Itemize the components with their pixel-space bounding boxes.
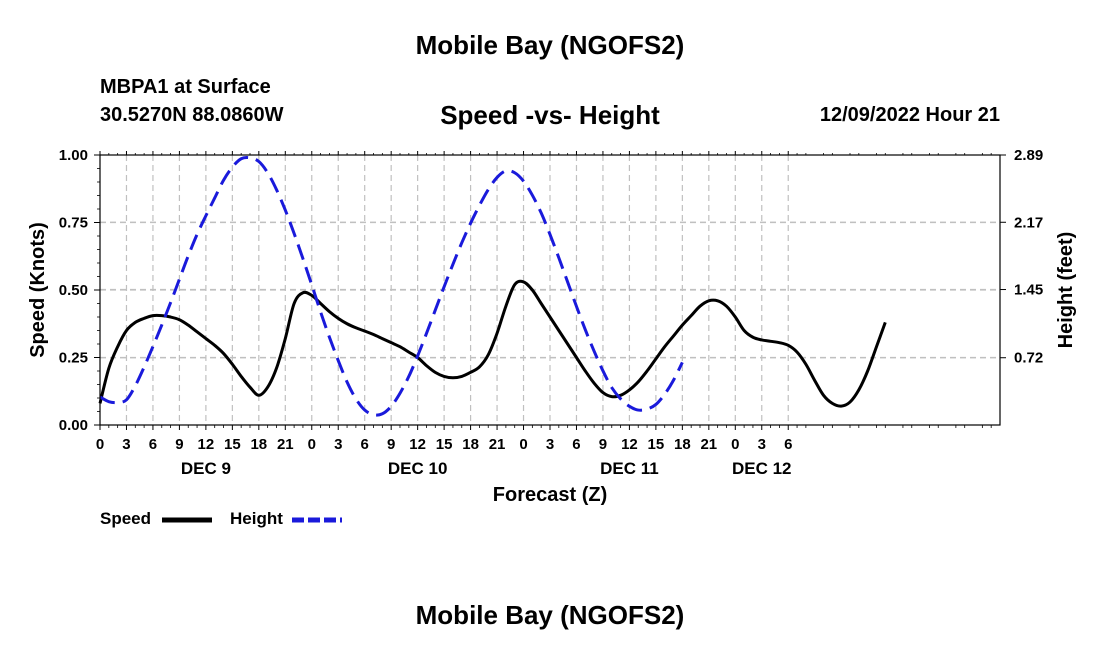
x-tick-label: 15 (648, 436, 665, 453)
series-layer (98, 155, 887, 417)
axis-layer: 0 3 6 9 12 15 18 21 0 3 6 9 12 15 18 21 0 3 6 9 12 15 18 21 0 3 6 0… (27, 147, 1077, 506)
x-tick-label: 21 (489, 436, 506, 453)
x-tick-label: 12 (621, 436, 638, 453)
grid-layer (100, 155, 1000, 425)
x-tick-label: 3 (758, 436, 766, 453)
x-tick-label: 6 (784, 436, 792, 453)
series-line-height (99, 155, 684, 417)
y-axis-title: Speed (Knots) (27, 222, 49, 358)
chart-subtitle: Speed -vs- Height (440, 100, 660, 130)
x-tick-label: 3 (122, 436, 130, 453)
x-tick-label: 0 (308, 436, 316, 453)
x-tick-label: 18 (674, 436, 691, 453)
x-tick-label: 18 (462, 436, 479, 453)
y-tick-label: 0.25 (59, 350, 88, 367)
x-tick-label: 9 (175, 436, 183, 453)
day-label: DEC 10 (388, 459, 448, 478)
x-tick-label: 6 (149, 436, 157, 453)
x-tick-label: 21 (277, 436, 294, 453)
day-label: DEC 11 (600, 459, 659, 478)
y-tick-label: 0.75 (59, 215, 88, 232)
x-tick-label: 0 (519, 436, 527, 453)
day-label: DEC 9 (181, 459, 231, 478)
x-tick-label: 9 (599, 436, 607, 453)
x-tick-label: 21 (700, 436, 717, 453)
x-tick-label: 6 (572, 436, 580, 453)
y-tick-label: 0.50 (59, 282, 88, 299)
y2-tick-label: 2.17 (1014, 214, 1043, 231)
x-tick-label: 0 (96, 436, 104, 453)
x-tick-label: 15 (224, 436, 241, 453)
y2-tick-label: 0.72 (1014, 350, 1043, 367)
x-tick-label: 6 (361, 436, 369, 453)
x-tick-label: 15 (436, 436, 453, 453)
footer-title: Mobile Bay (NGOFS2) (415, 600, 685, 630)
y-tick-label: 0.00 (59, 417, 88, 434)
x-tick-label: 0 (731, 436, 739, 453)
x-tick-label: 12 (409, 436, 426, 453)
x-tick-label: 12 (198, 436, 215, 453)
x-tick-label: 9 (387, 436, 395, 453)
y2-tick-label: 1.45 (1014, 282, 1043, 299)
y-tick-label: 1.00 (59, 147, 88, 164)
station-coordinates: 30.5270N 88.0860W (100, 104, 284, 126)
x-tick-label: 18 (250, 436, 267, 453)
y2-axis-title: Height (feet) (1055, 232, 1077, 349)
x-tick-label: 3 (334, 436, 342, 453)
legend-speed-label: Speed (100, 509, 152, 528)
x-axis-title: Forecast (Z) (493, 484, 607, 506)
legend-height-label: Height (230, 509, 283, 528)
series-line-speed (98, 279, 887, 408)
forecast-date: 12/09/2022 Hour 21 (819, 104, 1000, 126)
station-name: MBPA1 at Surface (100, 76, 271, 98)
day-label: DEC 12 (732, 459, 792, 478)
x-tick-label: 3 (546, 436, 554, 453)
page-title: Mobile Bay (NGOFS2) (415, 30, 685, 60)
y2-tick-label: 2.89 (1014, 147, 1043, 164)
